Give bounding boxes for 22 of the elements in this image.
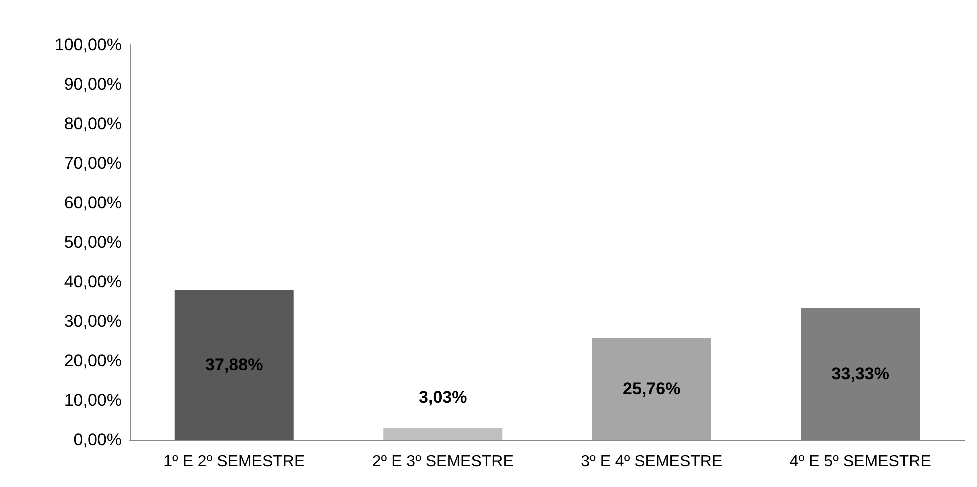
y-tick-label: 100,00% [54, 36, 122, 54]
data-label: 37,88% [206, 356, 264, 375]
bar [174, 290, 294, 440]
y-tick-label: 60,00% [64, 194, 122, 212]
y-tick-label: 50,00% [64, 233, 122, 252]
bar [384, 428, 503, 440]
data-label: 3,03% [419, 388, 468, 408]
x-tick-label: 2º E 3º SEMESTRE [372, 454, 514, 470]
x-tick-label: 1º E 2º SEMESTRE [164, 454, 306, 470]
y-tick-label: 20,00% [64, 352, 122, 370]
y-tick-label: 40,00% [64, 272, 122, 292]
y-tick-label: 0,00% [74, 430, 122, 450]
x-tick-label: 4º E 5º SEMESTRE [790, 454, 932, 470]
y-tick-label: 10,00% [64, 391, 122, 410]
data-label: 33,33% [832, 364, 890, 384]
x-tick-label: 3º E 4º SEMESTRE [581, 454, 723, 470]
bar [592, 338, 712, 440]
y-tick-label: 80,00% [64, 114, 122, 134]
data-label: 25,76% [623, 380, 681, 399]
y-tick-label: 70,00% [64, 154, 122, 173]
y-tick-label: 90,00% [64, 75, 122, 94]
y-tick-label: 30,00% [64, 312, 122, 331]
